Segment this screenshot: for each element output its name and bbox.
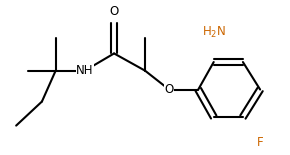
- Text: NH: NH: [76, 64, 94, 77]
- Text: O: O: [109, 5, 119, 18]
- Text: H$_2$N: H$_2$N: [202, 25, 226, 40]
- Text: F: F: [257, 136, 263, 149]
- Text: O: O: [164, 83, 174, 96]
